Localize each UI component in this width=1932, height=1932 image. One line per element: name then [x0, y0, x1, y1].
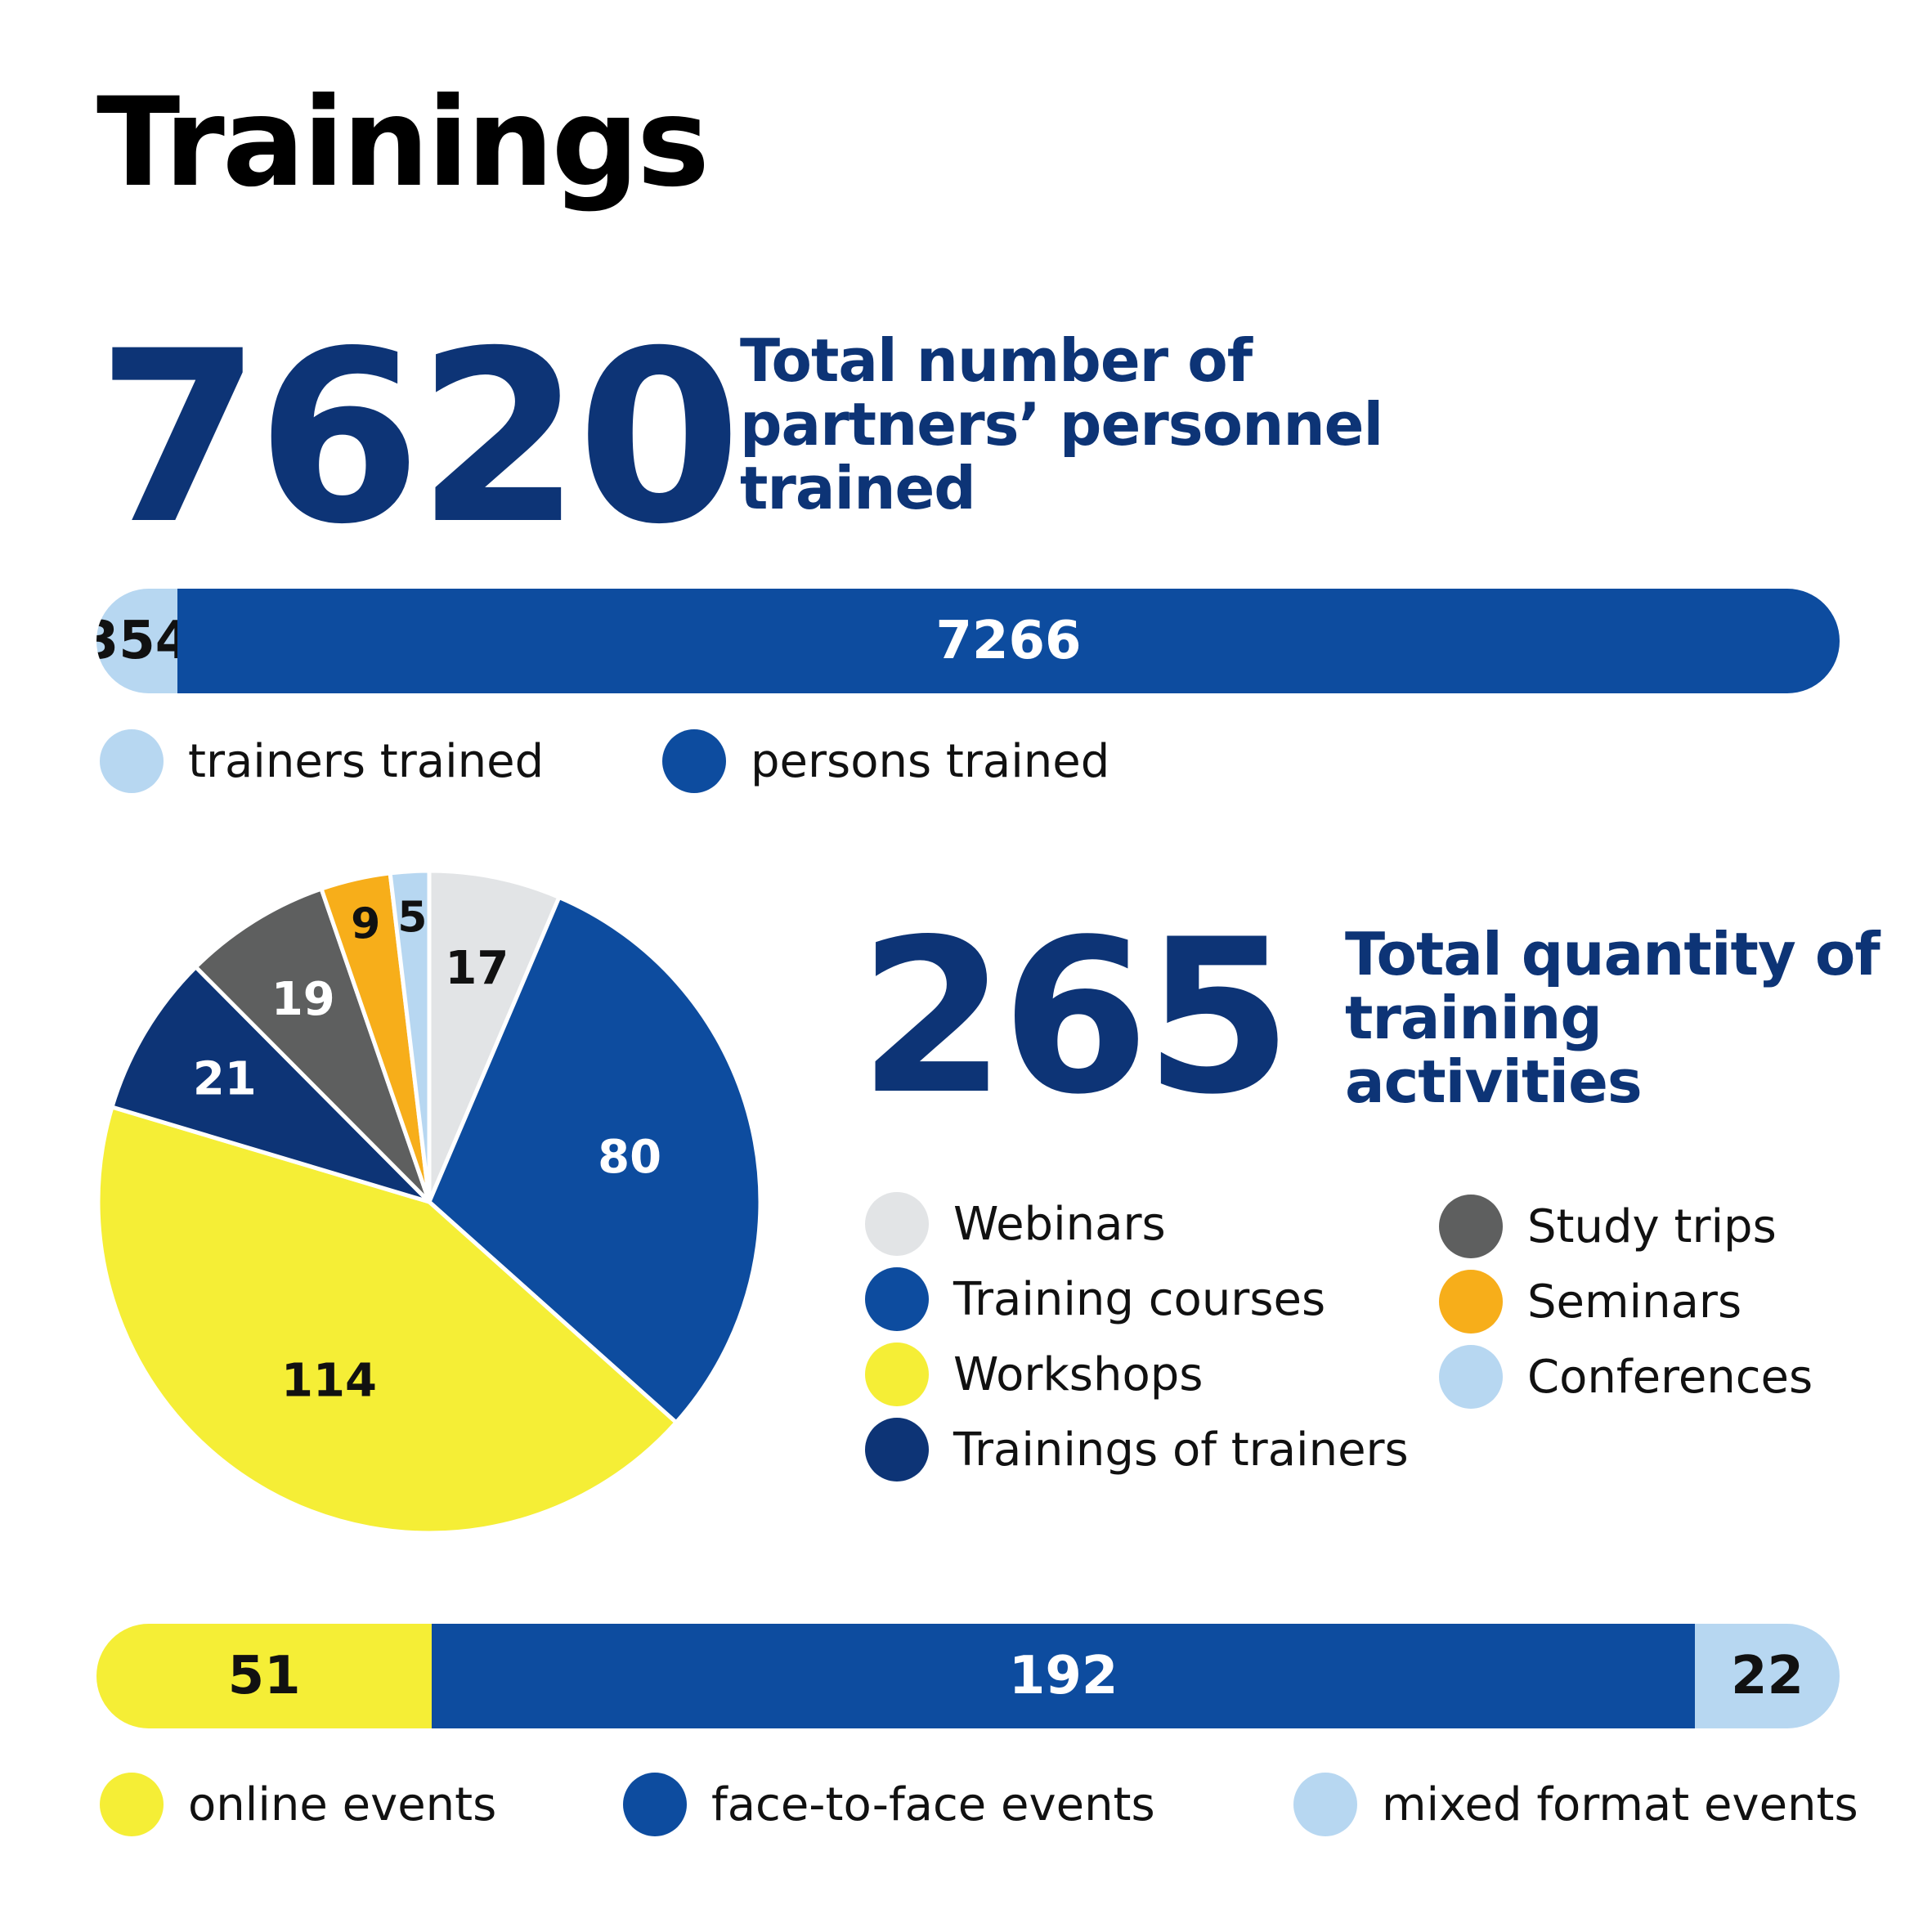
legend-label: Study trips — [1527, 1199, 1777, 1253]
legend-item-seminars: Seminars — [1439, 1270, 1741, 1334]
pie-label-training-courses: 80 — [598, 1131, 661, 1184]
data-label: 192 — [1008, 1646, 1118, 1706]
data-label: 354 — [96, 611, 192, 671]
bar-segment-face-to-face-events: 192 — [432, 1624, 1695, 1728]
legend-swatch — [865, 1192, 929, 1256]
pie-slice-conferences — [388, 868, 432, 1204]
data-label: 22 — [1730, 1646, 1804, 1706]
legend-swatch — [1439, 1270, 1503, 1334]
activities-legend: Webinars Training courses Workshops Trainin… — [865, 1192, 1887, 1495]
legend-label: online events — [188, 1777, 497, 1831]
legend-label: mixed format events — [1382, 1777, 1858, 1831]
pie-label-study-trips: 19 — [271, 973, 335, 1026]
personnel-total: 7620 — [96, 301, 742, 576]
pie-label-conferences: 5 — [397, 893, 427, 942]
legend-swatch — [623, 1773, 687, 1836]
legend-item-online-events: online events — [100, 1773, 496, 1836]
legend-label: Webinars — [953, 1197, 1166, 1251]
legend-swatch — [662, 729, 726, 793]
legend-label: face-to-face events — [711, 1777, 1155, 1831]
legend-item-conferences: Conferences — [1439, 1345, 1813, 1409]
activities-pie-chart: 17 80 114 21 19 9 5 — [96, 868, 763, 1535]
legend-label: Seminars — [1527, 1275, 1742, 1329]
legend-label: trainers trained — [188, 734, 545, 788]
legend-swatch — [1293, 1773, 1357, 1836]
activities-total: 265 — [858, 894, 1293, 1141]
personnel-stacked-bar: 354 7266 — [96, 589, 1840, 693]
legend-label: persons trained — [751, 734, 1110, 788]
bar-segment-persons-trained: 7266 — [177, 589, 1840, 693]
activities-description: Total quantity of training activities — [1345, 920, 1880, 1116]
legend-swatch — [865, 1267, 929, 1331]
legend-item-study-trips: Study trips — [1439, 1195, 1777, 1258]
legend-swatch — [865, 1343, 929, 1406]
pie-label-webinars: 17 — [445, 942, 509, 995]
pie-slice-training-courses — [427, 894, 763, 1425]
page-title: Trainings — [96, 72, 710, 214]
legend-item-workshops: Workshops — [865, 1343, 1203, 1406]
bar-segment-trainers-trained: 354 — [96, 589, 191, 693]
pie-slice-workshops — [96, 1105, 679, 1535]
legend-label: Trainings of trainers — [953, 1423, 1409, 1477]
legend-swatch — [100, 729, 164, 793]
bar-segment-mixed-format-events: 22 — [1694, 1624, 1840, 1728]
events-stacked-bar: 51 192 22 — [96, 1624, 1840, 1728]
personnel-description: Total number of partners’ personnel trai… — [740, 326, 1383, 522]
legend-item-trainers-trained: trainers trained — [100, 729, 544, 793]
legend-item-webinars: Webinars — [865, 1192, 1166, 1256]
legend-item-trainings-of-trainers: Trainings of trainers — [865, 1418, 1409, 1481]
legend-swatch — [1439, 1195, 1503, 1258]
legend-swatch — [865, 1418, 929, 1481]
legend-label: Training courses — [953, 1272, 1326, 1326]
legend-item-persons-trained: persons trained — [662, 729, 1109, 793]
personnel-legend: trainers trained persons trained — [100, 729, 1843, 793]
pie-label-trainings-of-trainers: 21 — [193, 1053, 257, 1106]
legend-swatch — [1439, 1345, 1503, 1409]
legend-item-mixed-format-events: mixed format events — [1293, 1773, 1858, 1836]
legend-label: Conferences — [1527, 1350, 1813, 1404]
data-label: 7266 — [935, 611, 1082, 671]
pie-label-workshops: 114 — [281, 1355, 377, 1408]
pie-slice-trainings-of-trainers — [110, 965, 432, 1204]
legend-item-face-to-face-events: face-to-face events — [623, 1773, 1155, 1836]
events-legend: online events face-to-face events mixed fo… — [100, 1773, 1858, 1836]
pie-label-seminars: 9 — [351, 899, 380, 948]
legend-label: Workshops — [953, 1347, 1204, 1401]
legend-swatch — [100, 1773, 164, 1836]
data-label: 51 — [227, 1646, 301, 1706]
pie-slice-webinars — [427, 868, 562, 1204]
legend-item-training-courses: Training courses — [865, 1267, 1325, 1331]
bar-segment-online-events: 51 — [96, 1624, 433, 1728]
pie-slice-study-trips — [193, 886, 432, 1204]
